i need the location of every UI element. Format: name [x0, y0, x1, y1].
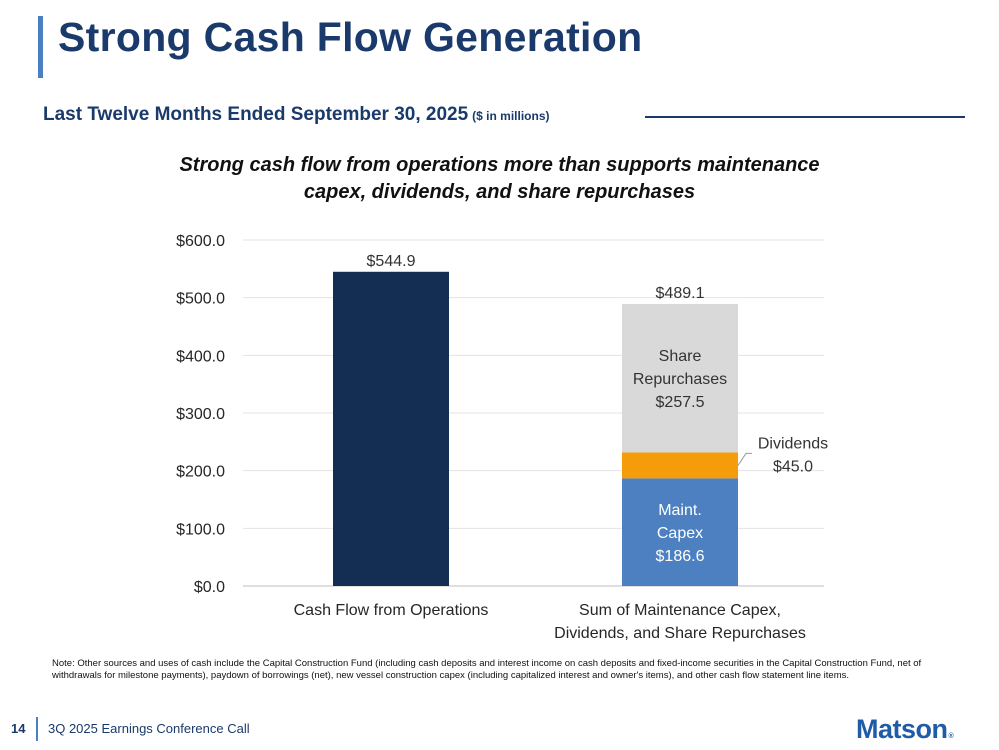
unit-label: ($ in millions) [472, 109, 550, 123]
cash-flow-chart: $0.0 $100.0 $200.0 $300.0 $400.0 $500.0 $600.0… [176, 233, 828, 642]
bar-rep [622, 303, 738, 453]
matson-logo: Matson® [856, 714, 954, 745]
headline-line-1: Strong cash flow from operations more th… [179, 154, 820, 176]
y-tick-label: $400.0 [176, 348, 225, 365]
x-category-label: Dividends, and Share Repurchases [554, 625, 806, 642]
footer: 14 3Q 2025 Earnings Conference Call Mats… [0, 714, 999, 744]
y-tick-label: $300.0 [176, 406, 225, 423]
page-title: Strong Cash Flow Generation [58, 14, 643, 60]
x-category-label: Cash Flow from Operations [294, 602, 489, 619]
y-tick-label: $600.0 [176, 233, 225, 250]
dividends-leader-line [737, 452, 752, 466]
x-category-label: Sum of Maintenance Capex, [579, 602, 781, 619]
segment-label-rep: Repurchases [633, 371, 727, 388]
bar-cfo [333, 271, 449, 586]
y-tick-label: $100.0 [176, 521, 225, 538]
footer-divider [36, 717, 38, 741]
segment-label-div: $45.0 [773, 458, 813, 475]
logo-text: Matson [856, 714, 948, 744]
footnote: Note: Other sources and uses of cash inc… [52, 658, 922, 681]
headline-line-2: capex, dividends, and share repurchases [303, 181, 696, 203]
subtitle-rule [645, 116, 965, 118]
event-name: 3Q 2025 Earnings Conference Call [48, 721, 250, 736]
segment-label-capex: $186.6 [656, 548, 705, 565]
period-text: Last Twelve Months Ended September 30, 2… [43, 104, 469, 125]
logo-mark: ® [948, 733, 954, 740]
bar-total-label: $544.9 [367, 253, 416, 270]
y-tick-label: $500.0 [176, 291, 225, 308]
period-subtitle: Last Twelve Months Ended September 30, 2… [43, 104, 550, 126]
segment-label-rep: Share [659, 348, 702, 365]
chart-headline: Strong cash flow from operations more th… [0, 152, 999, 206]
y-tick-label: $0.0 [194, 579, 225, 596]
segment-label-div: Dividends [758, 435, 828, 452]
segment-label-capex: Maint. [658, 502, 702, 519]
bar-total-label: $489.1 [656, 285, 705, 302]
bar-div [622, 452, 738, 479]
y-tick-label: $200.0 [176, 464, 225, 481]
segment-label-rep: $257.5 [656, 394, 705, 411]
segment-label-capex: Capex [657, 525, 703, 542]
page-number: 14 [11, 721, 26, 736]
title-accent-bar [38, 16, 43, 78]
bar-capex [622, 478, 738, 586]
subtitle-row: Last Twelve Months Ended September 30, 2… [43, 104, 965, 130]
